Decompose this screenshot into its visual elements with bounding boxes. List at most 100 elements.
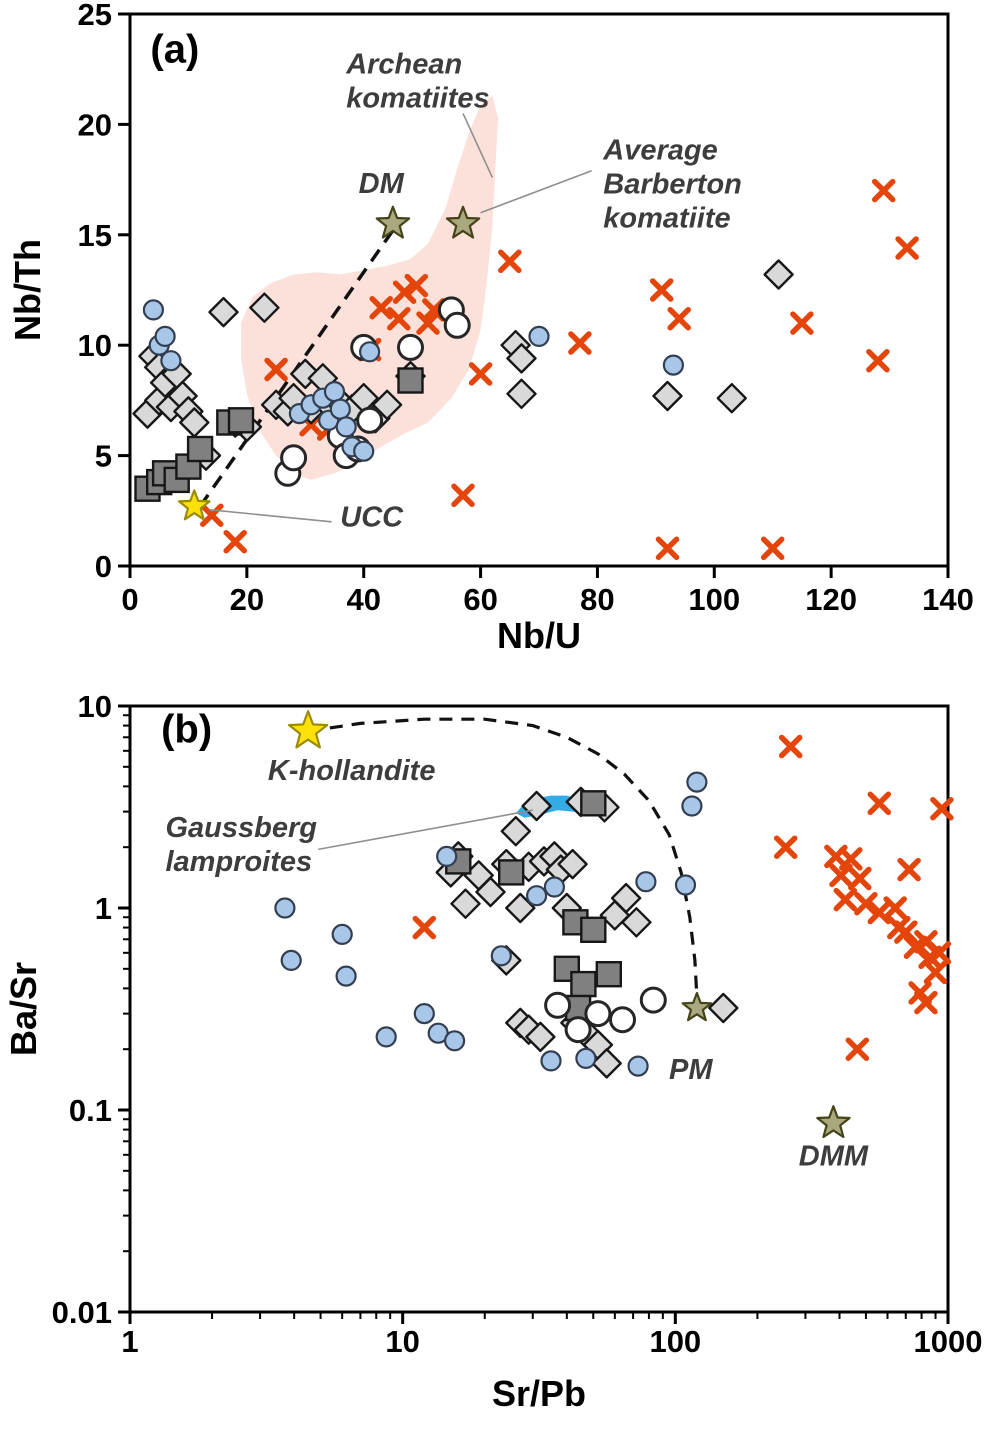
marker-red-cross [223,529,247,554]
marker-light-blue-circle [280,949,302,971]
marker-light-blue-circle [528,325,550,347]
marker-red-cross [866,348,890,373]
x-tick-label: 40 [346,582,380,617]
archean-komatiites-label-leader [462,113,494,178]
marker-red-cross [927,941,952,965]
marker-red-cross [914,990,938,1015]
marker-gray-diamond [208,296,239,328]
marker-light-blue-circle [329,398,351,420]
marker-gray-diamond [249,292,280,323]
y-tick-label: 25 [78,0,112,32]
plot-border [128,12,950,568]
x-tick-label: 20 [230,582,264,617]
marker-gray-diamond [450,888,481,919]
y-tick-label: 1 [95,891,112,926]
marker-red-cross [416,311,440,335]
marker-red-cross [829,863,853,888]
plot-border [128,704,950,1314]
marker-light-blue-circle [353,440,375,462]
marker-dark-gray-square [498,859,525,886]
marker-gray-diamond [708,992,739,1024]
barberton-label-leader [480,170,592,214]
marker-red-cross [778,734,803,759]
gaussberg-label-leader [318,809,533,851]
x-tick-label: 1 [121,1324,138,1359]
x-tick-label: 80 [580,582,614,617]
star-dm [375,205,411,239]
marker-red-cross [412,915,437,940]
archean-komatiites-label: Archean [345,49,462,81]
marker-gray-diamond [652,380,683,412]
star-k-hollandite [288,710,329,749]
x-tick-label: 100 [688,582,740,617]
marker-gray-diamond [475,876,506,908]
marker-red-cross [833,887,858,912]
marker-gray-diamond [506,378,537,409]
y-tick-label: 0 [95,549,112,584]
x-tick-label: 140 [922,582,974,617]
y-tick-label: 0.1 [69,1093,112,1128]
marker-red-cross [897,857,921,882]
marker-dark-gray-square [397,367,424,394]
marker-red-cross [392,280,417,304]
gaussberg-label: Gaussberg [166,812,318,844]
marker-white-circle [639,986,667,1014]
panel-label-a: (a) [150,28,199,72]
archean-komatiites-label: komatiites [346,83,489,115]
x-axis-title-b: Sr/Pb [492,1373,586,1414]
marker-light-blue-circle [154,325,176,347]
y-tick-label: 20 [78,107,112,142]
x-tick-label: 120 [805,582,857,617]
marker-red-cross [404,273,429,298]
marker-red-cross [760,536,785,561]
marker-light-blue-circle [160,350,182,372]
series-dark-gray-square-a [134,367,424,502]
marker-light-blue-circle [331,923,353,945]
marker-light-blue-circle [635,871,657,893]
marker-light-blue-circle [323,381,346,403]
k-hollandite-pm-curve [307,717,699,998]
y-tick-label: 15 [78,218,112,253]
gaussberg-label: lamproites [166,846,313,878]
marker-white-circle [564,1016,592,1044]
marker-white-circle [609,1006,636,1034]
marker-red-cross [845,1037,870,1061]
marker-red-cross [200,503,224,527]
k-hollandite-label: K-hollandite [268,755,436,787]
x-tick-label: 0 [121,582,138,617]
barberton-label: Average [602,135,717,167]
marker-red-cross [264,357,288,382]
marker-gray-diamond [371,389,403,420]
marker-red-cross [498,249,522,274]
marker-light-blue-circle [525,885,548,907]
star-pm [681,991,713,1022]
marker-red-cross [883,896,907,920]
dm-label: DM [359,168,405,200]
dmm-label: DMM [799,1141,869,1173]
marker-gray-diamond [621,907,652,938]
marker-light-blue-circle [142,299,164,321]
y-tick-label: 0.01 [52,1295,112,1330]
marker-light-blue-circle [375,1026,397,1048]
y-axis-title-b: Ba/Sr [3,962,44,1056]
marker-white-circle [443,311,471,339]
marker-light-blue-circle [436,845,458,867]
marker-gray-diamond [525,1021,556,1053]
series-light-blue-circle-a [142,299,685,462]
marker-gray-diamond [500,816,531,847]
marker-red-cross [790,311,814,335]
barberton-label: Barberton [603,169,742,201]
marker-dark-gray-square [227,407,255,434]
marker-red-cross [854,891,878,916]
barberton-label: komatiite [603,203,730,235]
marker-gray-diamond [591,1048,622,1079]
y-tick-label: 5 [95,439,112,474]
marker-light-blue-circle [662,354,685,376]
marker-white-circle [544,991,572,1019]
marker-red-cross [930,796,954,821]
marker-red-cross [894,920,918,944]
panel-b-plot: 1 10 100 1000 10 1 0.1 0.01 (b) K-hollandite Gauss… [52,689,983,1359]
marker-light-blue-circle [540,1050,562,1072]
